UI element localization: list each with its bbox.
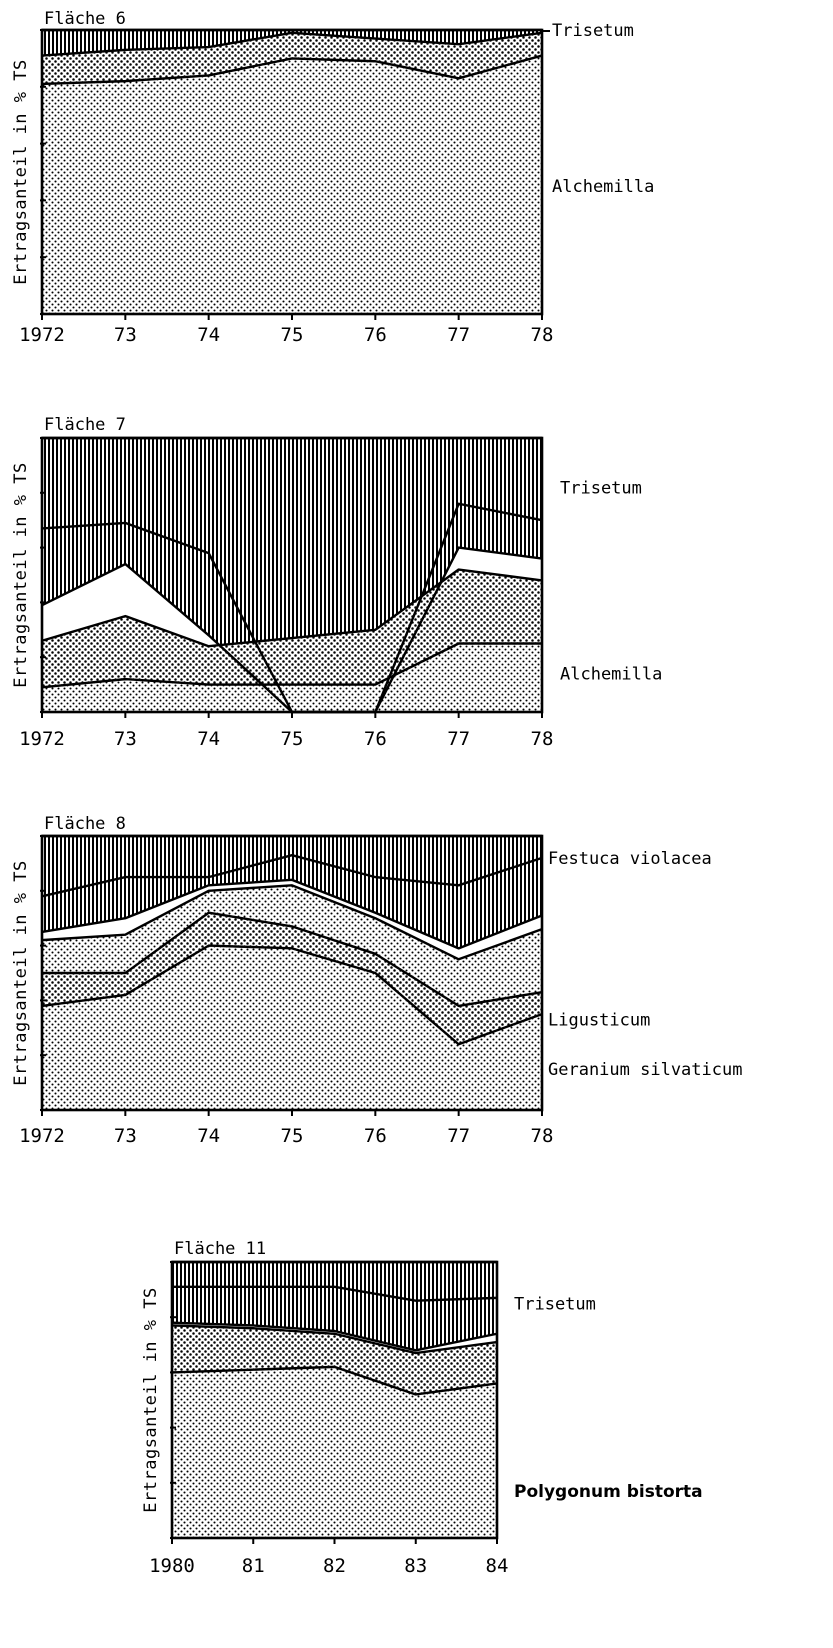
x-tick-label: 78 xyxy=(531,1125,554,1147)
chart-panel-4: 1980 81 82 83 84 Fläche 11 Ertragsanteil in % … xyxy=(141,1239,703,1577)
x-tick-label: 76 xyxy=(364,1125,387,1147)
x-tick-label: 77 xyxy=(447,324,470,346)
boundary-line xyxy=(41,568,543,648)
boundary-line xyxy=(41,853,543,898)
species-label: Alchemilla xyxy=(560,665,662,685)
x-tick-label: 78 xyxy=(531,324,554,346)
y-axis-label: Ertragsanteil in % TS xyxy=(11,860,31,1085)
y-axis-label: Ertragsanteil in % TS xyxy=(11,462,31,687)
x-tick-label: 73 xyxy=(114,324,137,346)
boundary-line xyxy=(41,878,543,950)
boundary-line xyxy=(172,1285,498,1302)
x-tick-label: 73 xyxy=(114,728,137,750)
y-axis-label: Ertragsanteil in % TS xyxy=(141,1287,161,1512)
boundary-line xyxy=(171,1321,498,1352)
x-tick-label: 81 xyxy=(242,1555,265,1577)
x-tick-label: 84 xyxy=(486,1555,509,1577)
species-label: Trisetum xyxy=(560,478,642,498)
x-tick-label: 1972 xyxy=(19,1125,65,1147)
x-tick-label: 77 xyxy=(447,728,470,750)
x-tick-label: 75 xyxy=(281,324,304,346)
x-tick-label: 76 xyxy=(364,728,387,750)
x-tick-label: 75 xyxy=(281,1125,304,1147)
species-label: Ligusticum xyxy=(548,1011,650,1031)
x-tick-label: 74 xyxy=(197,324,220,346)
species-label: Trisetum xyxy=(552,21,634,41)
boundary-line xyxy=(41,54,543,86)
chart-title: Fläche 7 xyxy=(44,415,126,435)
chart-title: Fläche 8 xyxy=(44,814,126,834)
x-tick-label: 75 xyxy=(281,728,304,750)
x-tick-label: 76 xyxy=(364,324,387,346)
x-tick-label: 83 xyxy=(404,1555,427,1577)
boundary-line xyxy=(41,944,543,1046)
y-axis-label: Ertragsanteil in % TS xyxy=(11,59,31,284)
species-label: Polygonum bistorta xyxy=(514,1482,703,1502)
x-tick-label: 1972 xyxy=(19,728,65,750)
x-tick-label: 82 xyxy=(323,1555,346,1577)
chart-title: Fläche 11 xyxy=(174,1239,266,1259)
area-band xyxy=(42,643,542,712)
x-tick-label: 73 xyxy=(114,1125,137,1147)
boundary-line xyxy=(171,1365,498,1396)
area-band xyxy=(172,1366,497,1538)
chart-title: Fläche 6 xyxy=(44,9,126,29)
species-label: Alchemilla xyxy=(552,177,654,197)
x-tick-label: 77 xyxy=(447,1125,470,1147)
chart-panel-2: 1972 73 74 75 76 77 78 Fläche 7 Ertragsanteil in… xyxy=(11,415,662,750)
chart-panel-3: 1972 73 74 75 76 77 78 Fläche 8 Ertragsanteil in… xyxy=(11,814,742,1147)
species-label: Festuca violacea xyxy=(548,849,712,869)
species-label: Geranium silvaticum xyxy=(548,1060,742,1080)
x-tick-label: 1980 xyxy=(149,1555,195,1577)
species-label: Trisetum xyxy=(514,1294,596,1314)
x-tick-label: 1972 xyxy=(19,324,65,346)
boundary-line xyxy=(41,642,542,689)
x-tick-label: 74 xyxy=(197,728,220,750)
area-band xyxy=(42,945,542,1110)
x-tick-label: 78 xyxy=(531,728,554,750)
x-tick-label: 74 xyxy=(197,1125,220,1147)
chart-panel-1: 1972 73 74 75 76 77 78 Fläche 6 Ertragsanteil in… xyxy=(11,9,654,346)
boundary-line xyxy=(41,884,543,961)
area-band xyxy=(42,55,542,315)
boundary-line xyxy=(171,1324,498,1355)
boundary-line xyxy=(41,31,543,57)
boundary-line xyxy=(42,911,543,1008)
